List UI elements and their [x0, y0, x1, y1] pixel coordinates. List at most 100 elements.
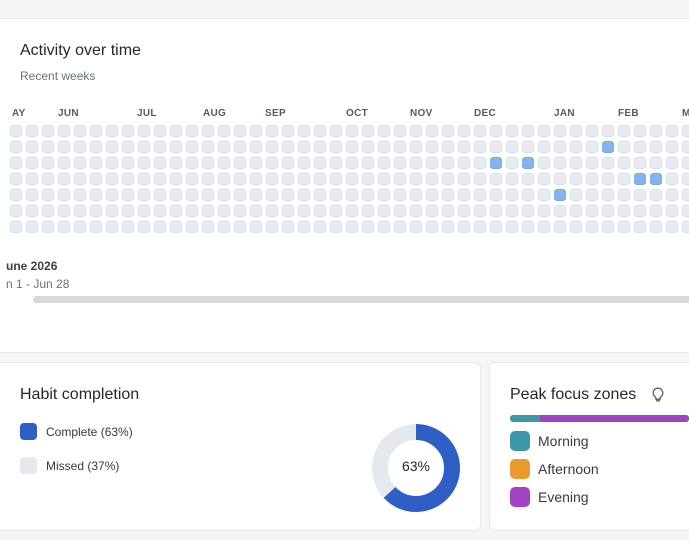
heatmap-cell[interactable]: [138, 173, 150, 185]
heatmap-cell[interactable]: [538, 205, 550, 217]
heatmap-cell[interactable]: [666, 125, 678, 137]
heatmap-cell[interactable]: [42, 205, 54, 217]
heatmap-cell[interactable]: [426, 189, 438, 201]
heatmap-cell[interactable]: [522, 157, 534, 169]
heatmap-cell[interactable]: [218, 141, 230, 153]
heatmap-cell[interactable]: [666, 205, 678, 217]
heatmap-cell[interactable]: [10, 125, 22, 137]
heatmap-cell[interactable]: [618, 189, 630, 201]
heatmap-cell[interactable]: [10, 173, 22, 185]
heatmap-cell[interactable]: [298, 125, 310, 137]
heatmap-cell[interactable]: [202, 141, 214, 153]
heatmap-cell[interactable]: [570, 189, 582, 201]
heatmap-cell[interactable]: [10, 157, 22, 169]
heatmap-cell[interactable]: [74, 173, 86, 185]
heatmap-cell[interactable]: [26, 221, 38, 233]
heatmap-cell[interactable]: [554, 173, 566, 185]
heatmap-cell[interactable]: [202, 125, 214, 137]
heatmap-cell[interactable]: [170, 221, 182, 233]
heatmap-cell[interactable]: [362, 157, 374, 169]
heatmap-cell[interactable]: [298, 221, 310, 233]
heatmap-cell[interactable]: [410, 157, 422, 169]
heatmap-cell[interactable]: [314, 189, 326, 201]
heatmap-cell[interactable]: [42, 157, 54, 169]
heatmap-cell[interactable]: [682, 189, 689, 201]
heatmap-cell[interactable]: [266, 221, 278, 233]
heatmap-cell[interactable]: [506, 173, 518, 185]
heatmap-cell[interactable]: [538, 157, 550, 169]
heatmap-cell[interactable]: [378, 125, 390, 137]
heatmap-cell[interactable]: [650, 173, 662, 185]
heatmap-cell[interactable]: [74, 125, 86, 137]
heatmap-cell[interactable]: [42, 141, 54, 153]
heatmap-cell[interactable]: [346, 157, 358, 169]
heatmap-cell[interactable]: [186, 125, 198, 137]
heatmap-cell[interactable]: [202, 205, 214, 217]
heatmap-cell[interactable]: [250, 141, 262, 153]
heatmap-cell[interactable]: [282, 141, 294, 153]
heatmap-cell[interactable]: [426, 157, 438, 169]
heatmap-cell[interactable]: [218, 221, 230, 233]
heatmap-cell[interactable]: [42, 221, 54, 233]
heatmap-cell[interactable]: [410, 173, 422, 185]
heatmap-cell[interactable]: [218, 157, 230, 169]
heatmap-cell[interactable]: [58, 189, 70, 201]
heatmap-cell[interactable]: [74, 189, 86, 201]
heatmap-cell[interactable]: [650, 221, 662, 233]
heatmap-cell[interactable]: [602, 221, 614, 233]
heatmap-cell[interactable]: [42, 125, 54, 137]
heatmap-cell[interactable]: [250, 189, 262, 201]
heatmap-cell[interactable]: [378, 205, 390, 217]
heatmap-cell[interactable]: [346, 141, 358, 153]
heatmap-cell[interactable]: [634, 157, 646, 169]
heatmap-cell[interactable]: [122, 157, 134, 169]
heatmap-cell[interactable]: [474, 125, 486, 137]
heatmap-cell[interactable]: [634, 189, 646, 201]
heatmap-cell[interactable]: [490, 189, 502, 201]
heatmap-cell[interactable]: [506, 125, 518, 137]
heatmap-cell[interactable]: [410, 221, 422, 233]
heatmap-cell[interactable]: [266, 205, 278, 217]
heatmap-cell[interactable]: [26, 173, 38, 185]
heatmap-cell[interactable]: [618, 141, 630, 153]
heatmap-cell[interactable]: [138, 157, 150, 169]
heatmap-cell[interactable]: [506, 141, 518, 153]
heatmap-cell[interactable]: [394, 157, 406, 169]
heatmap-cell[interactable]: [74, 205, 86, 217]
heatmap-cell[interactable]: [282, 205, 294, 217]
heatmap-cell[interactable]: [74, 221, 86, 233]
heatmap-cell[interactable]: [618, 157, 630, 169]
heatmap-cell[interactable]: [90, 173, 102, 185]
heatmap-cell[interactable]: [250, 173, 262, 185]
heatmap-cell[interactable]: [346, 205, 358, 217]
heatmap-cell[interactable]: [410, 189, 422, 201]
heatmap-cell[interactable]: [266, 173, 278, 185]
heatmap-cell[interactable]: [170, 125, 182, 137]
heatmap-cell[interactable]: [458, 125, 470, 137]
heatmap-cell[interactable]: [106, 221, 118, 233]
heatmap-cell[interactable]: [362, 205, 374, 217]
heatmap-cell[interactable]: [474, 189, 486, 201]
heatmap-cell[interactable]: [186, 141, 198, 153]
heatmap-cell[interactable]: [666, 221, 678, 233]
heatmap-cell[interactable]: [586, 221, 598, 233]
heatmap-cell[interactable]: [682, 221, 689, 233]
heatmap-cell[interactable]: [522, 141, 534, 153]
heatmap-cell[interactable]: [474, 205, 486, 217]
heatmap-cell[interactable]: [362, 189, 374, 201]
heatmap-cell[interactable]: [346, 221, 358, 233]
heatmap-cell[interactable]: [266, 189, 278, 201]
heatmap-cell[interactable]: [554, 157, 566, 169]
heatmap-cell[interactable]: [426, 141, 438, 153]
heatmap-cell[interactable]: [90, 189, 102, 201]
heatmap-cell[interactable]: [26, 125, 38, 137]
heatmap-cell[interactable]: [634, 141, 646, 153]
heatmap-cell[interactable]: [298, 205, 310, 217]
heatmap-cell[interactable]: [618, 125, 630, 137]
heatmap-cell[interactable]: [426, 205, 438, 217]
heatmap-cell[interactable]: [218, 205, 230, 217]
heatmap-cell[interactable]: [538, 221, 550, 233]
heatmap-cell[interactable]: [426, 221, 438, 233]
heatmap-cell[interactable]: [570, 125, 582, 137]
heatmap-cell[interactable]: [138, 141, 150, 153]
